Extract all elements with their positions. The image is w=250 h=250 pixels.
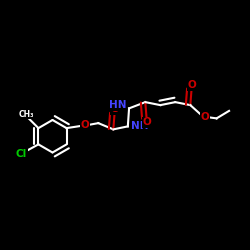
Text: Cl: Cl (16, 149, 27, 159)
Text: O: O (80, 120, 89, 130)
Text: CH₃: CH₃ (19, 110, 34, 119)
Text: O: O (188, 80, 196, 90)
Text: NH: NH (131, 121, 148, 131)
Text: O: O (200, 112, 209, 122)
Text: O: O (142, 117, 151, 127)
Text: HN: HN (108, 100, 126, 110)
Text: O: O (110, 104, 119, 115)
